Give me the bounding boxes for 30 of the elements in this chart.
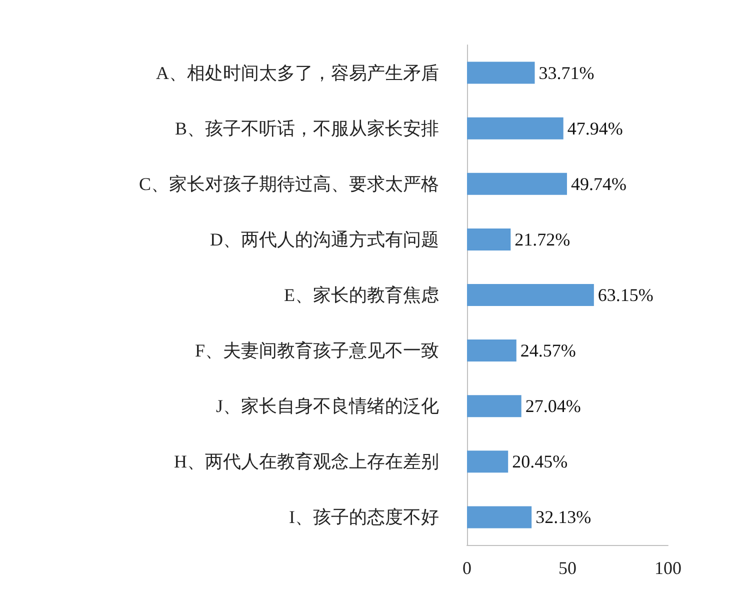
y-tick-label: B、孩子不听话，不服从家长安排 — [174, 118, 439, 138]
data-label: 63.15% — [598, 285, 654, 305]
bar — [467, 117, 564, 140]
y-tick-label: I、孩子的态度不好 — [289, 507, 439, 528]
bar — [467, 172, 567, 195]
x-tick-label: 100 — [654, 558, 682, 578]
data-label: 32.13% — [536, 507, 592, 528]
y-tick-label: D、两代人的沟通方式有问题 — [210, 229, 439, 250]
data-label: 49.74% — [570, 174, 626, 194]
bar — [467, 228, 511, 250]
data-label: 20.45% — [512, 452, 568, 472]
y-tick-label: J、家长自身不良情绪的泛化 — [216, 396, 439, 416]
y-tick-label: A、相处时间太多了，容易产生矛盾 — [156, 62, 439, 83]
bar — [467, 62, 535, 84]
bar — [467, 395, 522, 418]
y-tick-label: C、家长对孩子期待过高、要求太严格 — [138, 174, 439, 194]
y-tick-label: E、家长的教育焦虑 — [284, 285, 439, 305]
y-tick-label: F、夫妻间教育孩子意见不一致 — [194, 340, 439, 361]
bar — [467, 340, 516, 362]
data-label: 27.04% — [525, 396, 581, 416]
data-label: 24.57% — [520, 340, 576, 361]
y-tick-label: H、两代人在教育观念上存在差别 — [174, 452, 439, 472]
data-label: 33.71% — [538, 62, 594, 83]
bar — [467, 450, 508, 473]
bar — [467, 284, 594, 306]
x-tick-label: 0 — [462, 558, 472, 578]
data-label: 21.72% — [514, 229, 570, 250]
bar — [467, 506, 532, 528]
x-tick-label: 50 — [558, 558, 576, 578]
data-label: 47.94% — [567, 118, 623, 138]
